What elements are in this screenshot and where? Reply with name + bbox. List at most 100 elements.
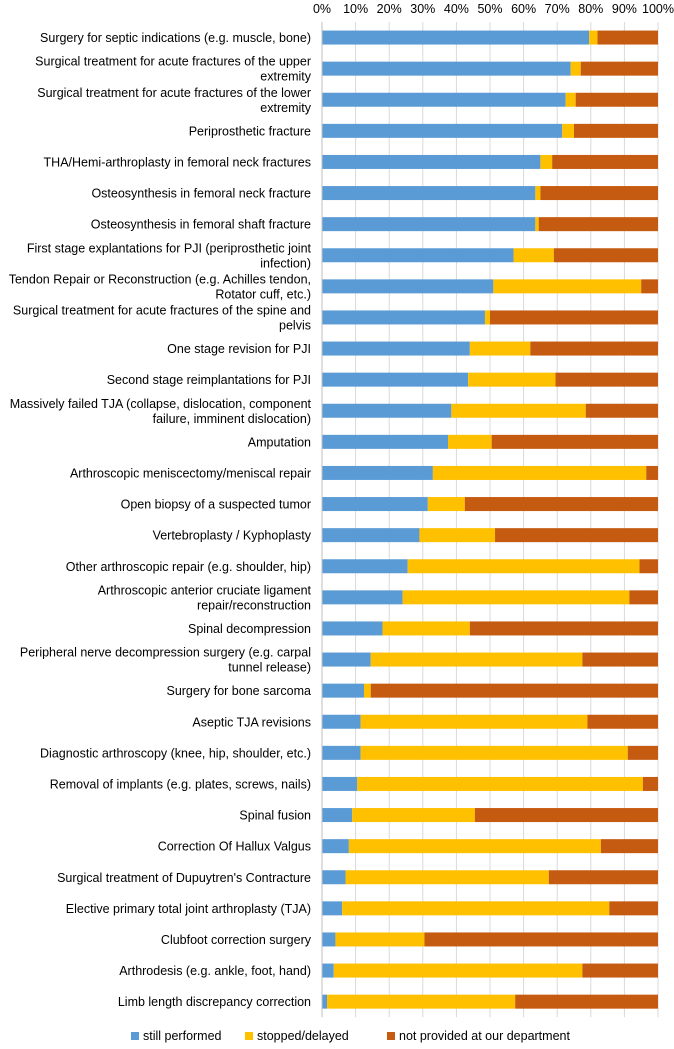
bar-segment (322, 839, 349, 854)
bar-segment (553, 248, 658, 263)
category-label: THA/Hemi-arthroplasty in femoral neck fr… (44, 155, 311, 169)
bar-segment (469, 341, 531, 356)
category-label: Open biopsy of a suspected tumor (121, 498, 311, 512)
bar-segment (322, 683, 364, 698)
category-label: One stage revision for PJI (167, 342, 311, 356)
bar-segment (575, 92, 658, 107)
bar-segment (322, 994, 328, 1009)
bar-segment (424, 932, 658, 947)
category-label: Vertebroplasty / Kyphoplasty (153, 529, 312, 543)
bar-segment (600, 839, 658, 854)
category-label: Osteosynthesis in femoral shaft fracture (91, 218, 311, 232)
category-label: Elective primary total joint arthroplast… (66, 902, 311, 916)
bar-segment (322, 248, 514, 263)
bar-segment (535, 217, 539, 232)
x-tick-label: 70% (545, 2, 570, 16)
bar-segment (342, 901, 610, 916)
category-label: Diagnostic arthroscopy (knee, hip, shoul… (40, 746, 311, 760)
x-tick-label: 30% (410, 2, 435, 16)
bar-segment (562, 123, 574, 138)
bar-segment (322, 123, 563, 138)
legend-swatch (387, 1032, 395, 1040)
bar-segment (322, 870, 346, 885)
bar-segment (322, 776, 358, 791)
bar-segment (348, 839, 601, 854)
category-label: tunnel release) (228, 661, 311, 675)
bar-segment (484, 310, 490, 325)
x-tick-label: 20% (377, 2, 402, 16)
legend-item: still performed (131, 1029, 222, 1043)
bar-segment (515, 994, 658, 1009)
bar-segment (555, 372, 658, 387)
gridlines (355, 22, 659, 1018)
bar-segment (322, 932, 336, 947)
x-tick-label: 60% (511, 2, 536, 16)
category-labels: Surgery for septic indications (e.g. mus… (9, 31, 312, 1009)
category-label: Osteosynthesis in femoral neck fracture (91, 187, 311, 201)
category-label: Amputation (248, 435, 311, 449)
bar-segment (322, 341, 470, 356)
category-label: Limb length discrepancy correction (118, 995, 311, 1009)
bar-segment (582, 652, 658, 667)
category-label: First stage explantations for PJI (perip… (27, 241, 312, 255)
legend-item: not provided at our department (387, 1029, 570, 1043)
category-label: repair/reconstruction (197, 598, 311, 612)
bar-segment (322, 901, 343, 916)
bar-segment (639, 559, 658, 574)
category-label: pelvis (279, 318, 311, 332)
bar-segment (565, 92, 576, 107)
category-label: extremity (260, 101, 311, 115)
bar-segment (322, 434, 448, 449)
bar-segment (322, 279, 494, 294)
bar-segment (540, 154, 553, 169)
bar-segment (548, 870, 658, 885)
bar-segment (322, 497, 428, 512)
category-label: Arthrodesis (e.g. ankle, foot, hand) (119, 964, 311, 978)
bar-segment (360, 745, 628, 760)
bar-segment (360, 714, 588, 729)
category-label: Arthroscopic anterior cruciate ligament (98, 583, 312, 597)
category-label: Rotator cuff, etc.) (215, 287, 311, 301)
category-label: infection) (260, 256, 311, 270)
bar-segment (322, 92, 566, 107)
category-label: Second stage reimplantations for PJI (107, 373, 311, 387)
bar-segment (574, 123, 658, 138)
bar-segment (641, 279, 658, 294)
bar-segment (597, 30, 658, 45)
bar-segment (364, 683, 371, 698)
category-label: Surgical treatment for acute fractures o… (13, 303, 311, 317)
bar-segment (402, 590, 630, 605)
category-label: Aseptic TJA revisions (192, 715, 311, 729)
legend-label: stopped/delayed (257, 1029, 349, 1043)
bar-segment (474, 808, 658, 823)
bar-segment (333, 963, 583, 978)
x-tick-label: 40% (444, 2, 469, 16)
bar-segment (530, 341, 658, 356)
bar-segment (513, 248, 554, 263)
legend-label: not provided at our department (399, 1029, 570, 1043)
legend-label: still performed (143, 1029, 222, 1043)
bar-segment (382, 621, 470, 636)
bar-segment (322, 30, 590, 45)
bar-segment (357, 776, 643, 791)
bar-segment (419, 528, 496, 543)
bar-segment (322, 465, 433, 480)
bar-segment (322, 403, 452, 418)
legend: still performed stopped/delayed not provid… (131, 1029, 570, 1043)
bar-segment (322, 372, 469, 387)
bar-segment (322, 61, 571, 76)
category-label: Spinal fusion (239, 809, 311, 823)
bar-segment (552, 154, 658, 169)
bar-segment (627, 745, 658, 760)
bar-segment (322, 559, 408, 574)
bar-segment (322, 217, 536, 232)
bar-segment (582, 963, 658, 978)
category-label: failure, imminent dislocation) (153, 412, 311, 426)
x-tick-label: 0% (313, 2, 331, 16)
category-label: Surgery for septic indications (e.g. mus… (40, 31, 311, 45)
category-label: Periprosthetic fracture (189, 124, 311, 138)
legend-swatch (245, 1032, 253, 1040)
category-label: Spinal decompression (188, 622, 311, 636)
category-label: Peripheral nerve decompression surgery (… (20, 646, 311, 660)
